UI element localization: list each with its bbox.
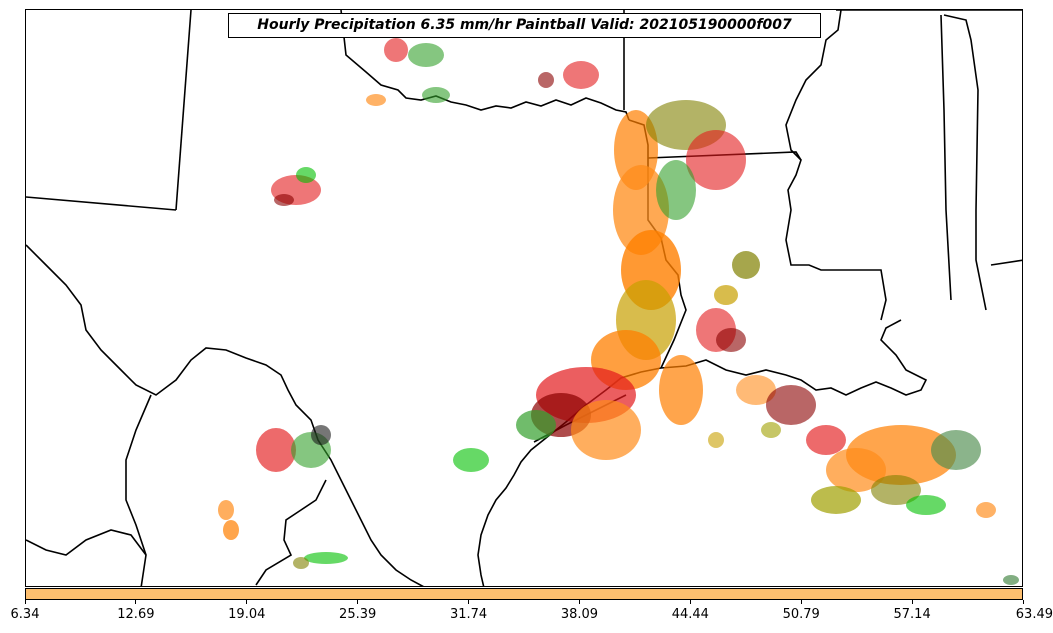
colorbar-tick-label: 38.09	[560, 607, 599, 622]
colorbar-tick-label: 63.49	[1015, 607, 1053, 622]
mexico-state-border-3	[255, 479, 327, 586]
colorbar-tick-label: 6.34	[10, 607, 40, 622]
colorbar-tick-mark	[578, 600, 580, 604]
precip-blob	[1003, 575, 1019, 585]
colorbar-tick-mark	[24, 600, 26, 604]
precip-blob	[656, 160, 696, 220]
ms-al-border	[940, 14, 952, 301]
precip-blob	[659, 355, 703, 425]
colorbar-tick-mark	[135, 600, 137, 604]
precip-blob	[384, 38, 408, 62]
precip-blob	[311, 425, 331, 445]
precip-blob	[976, 502, 996, 518]
precip-blob	[811, 486, 861, 514]
precip-blob	[296, 167, 316, 183]
map-title: Hourly Precipitation 6.35 mm/hr Paintbal…	[228, 13, 821, 38]
precip-blob	[516, 410, 556, 440]
red-river-border	[340, 10, 630, 121]
precip-blob	[806, 425, 846, 455]
colorbar-tick-mark	[1022, 600, 1024, 604]
map-panel	[25, 9, 1023, 587]
mexico-state-border-1	[125, 394, 152, 586]
colorbar-tick-label: 25.39	[339, 607, 377, 622]
fl-panhandle	[990, 259, 1022, 266]
nm-tx-border	[26, 196, 177, 211]
rio-grande-border	[26, 244, 424, 586]
colorbar-tick-label: 50.79	[782, 607, 820, 622]
colorbar	[25, 588, 1023, 600]
precip-blob	[686, 130, 746, 190]
precip-blob	[408, 43, 444, 67]
precip-blob	[538, 72, 554, 88]
precip-blob	[871, 475, 921, 505]
colorbar-tick-label: 12.69	[117, 607, 155, 622]
precip-blob	[304, 552, 348, 564]
colorbar-tick-label: 57.14	[893, 607, 931, 622]
colorbar-tick-mark	[246, 600, 248, 604]
precip-blob	[716, 328, 746, 352]
colorbar-tick-mark	[357, 600, 359, 604]
precip-blob	[732, 251, 760, 279]
state-borders	[26, 10, 1022, 586]
map-canvas	[26, 10, 1022, 586]
colorbar-tick-mark	[800, 600, 802, 604]
al-ga-border	[943, 14, 987, 311]
precip-blob	[931, 430, 981, 470]
precip-blob	[293, 557, 309, 569]
precip-blob	[708, 432, 724, 448]
precip-blob	[761, 422, 781, 438]
colorbar-tick-mark	[911, 600, 913, 604]
colorbar-tick-label: 19.04	[228, 607, 266, 622]
precip-blob	[736, 375, 776, 405]
precip-blob	[256, 428, 296, 472]
precip-blob	[218, 500, 234, 520]
precip-blob	[906, 495, 946, 515]
precip-blob	[422, 87, 450, 103]
mississippi-river-border	[785, 10, 887, 321]
precip-blob	[453, 448, 489, 472]
precip-blob	[826, 448, 886, 492]
precip-blob	[366, 94, 386, 106]
precip-blob	[766, 385, 816, 425]
precip-blob	[571, 400, 641, 460]
colorbar-tick-mark	[468, 600, 470, 604]
precip-blob	[714, 285, 738, 305]
colorbar-tick-label: 31.74	[449, 607, 488, 622]
precip-blob	[563, 61, 599, 89]
colorbar-tick-label: 44.44	[671, 607, 709, 622]
colorbar-tick-mark	[689, 600, 691, 604]
la-coast	[660, 319, 928, 396]
precip-blob	[223, 520, 239, 540]
precipitation-paintballs	[218, 38, 1019, 585]
nm-ok-border	[175, 10, 192, 211]
precip-blob	[274, 194, 294, 206]
mexico-state-border-2	[26, 529, 147, 556]
